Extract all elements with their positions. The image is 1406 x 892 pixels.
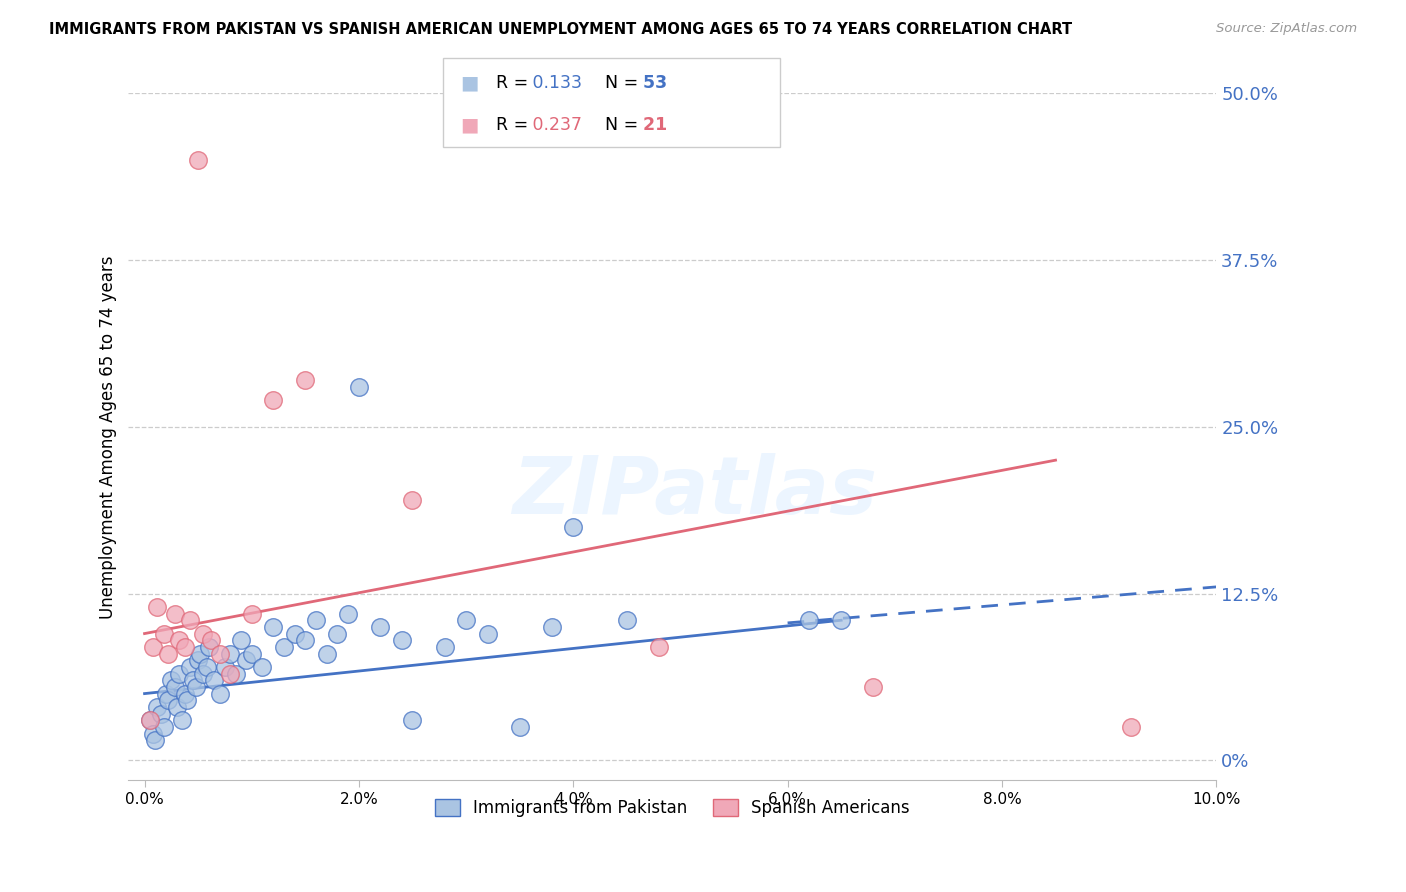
Point <box>181 673 204 688</box>
Point <box>167 633 190 648</box>
Point <box>229 633 252 648</box>
Point <box>225 666 247 681</box>
Point <box>273 640 295 654</box>
Point <box>146 700 169 714</box>
Point <box>240 647 263 661</box>
Point <box>179 613 201 627</box>
Legend: Immigrants from Pakistan, Spanish Americans: Immigrants from Pakistan, Spanish Americ… <box>429 792 917 823</box>
Point <box>142 726 165 740</box>
Point <box>262 393 284 408</box>
Point <box>262 620 284 634</box>
Point <box>198 640 221 654</box>
Point <box>240 607 263 621</box>
Point <box>284 626 307 640</box>
Point <box>337 607 360 621</box>
Y-axis label: Unemployment Among Ages 65 to 74 years: Unemployment Among Ages 65 to 74 years <box>100 255 117 618</box>
Point <box>401 713 423 727</box>
Point <box>157 647 180 661</box>
Point <box>184 680 207 694</box>
Point <box>139 713 162 727</box>
Point <box>252 660 274 674</box>
Point <box>214 660 236 674</box>
Point <box>200 633 222 648</box>
Point <box>153 720 176 734</box>
Point <box>188 647 211 661</box>
Point <box>208 647 231 661</box>
Point <box>370 620 392 634</box>
Point <box>1119 720 1142 734</box>
Point <box>187 153 209 167</box>
Point <box>170 713 193 727</box>
Text: N =: N = <box>605 116 638 134</box>
Point <box>153 626 176 640</box>
Point <box>208 687 231 701</box>
Point <box>193 626 215 640</box>
Point <box>391 633 413 648</box>
Point <box>219 647 242 661</box>
Point <box>142 640 165 654</box>
Point <box>167 666 190 681</box>
Point <box>305 613 328 627</box>
Point <box>176 693 198 707</box>
Text: ■: ■ <box>460 73 478 93</box>
Text: ZIPatlas: ZIPatlas <box>512 453 876 531</box>
Point <box>797 613 820 627</box>
Point <box>179 660 201 674</box>
Point <box>146 599 169 614</box>
Point <box>454 613 477 627</box>
Point <box>143 733 166 747</box>
Point <box>193 666 215 681</box>
Point <box>174 640 197 654</box>
Text: IMMIGRANTS FROM PAKISTAN VS SPANISH AMERICAN UNEMPLOYMENT AMONG AGES 65 TO 74 YE: IMMIGRANTS FROM PAKISTAN VS SPANISH AMER… <box>49 22 1073 37</box>
Point <box>174 687 197 701</box>
Point <box>235 653 257 667</box>
Point <box>347 380 370 394</box>
Point <box>862 680 884 694</box>
Point <box>155 687 177 701</box>
Text: 0.133: 0.133 <box>527 74 582 92</box>
Point <box>157 693 180 707</box>
Point <box>540 620 562 634</box>
Text: N =: N = <box>605 74 638 92</box>
Text: 53: 53 <box>637 74 666 92</box>
Point <box>433 640 456 654</box>
Point <box>202 673 225 688</box>
Point <box>187 653 209 667</box>
Point <box>477 626 499 640</box>
Text: 0.237: 0.237 <box>527 116 582 134</box>
Text: R =: R = <box>496 74 529 92</box>
Point <box>509 720 531 734</box>
Point <box>326 626 349 640</box>
Point <box>294 373 316 387</box>
Point <box>195 660 218 674</box>
Point <box>149 706 172 721</box>
Point <box>163 607 186 621</box>
Point <box>166 700 188 714</box>
Point <box>830 613 852 627</box>
Text: ■: ■ <box>460 115 478 135</box>
Point <box>648 640 671 654</box>
Point <box>315 647 337 661</box>
Point <box>294 633 316 648</box>
Text: 21: 21 <box>637 116 668 134</box>
Point <box>616 613 638 627</box>
Point <box>163 680 186 694</box>
Point <box>401 493 423 508</box>
Text: R =: R = <box>496 116 529 134</box>
Text: Source: ZipAtlas.com: Source: ZipAtlas.com <box>1216 22 1357 36</box>
Point <box>139 713 162 727</box>
Point <box>562 520 585 534</box>
Point <box>219 666 242 681</box>
Point <box>160 673 183 688</box>
